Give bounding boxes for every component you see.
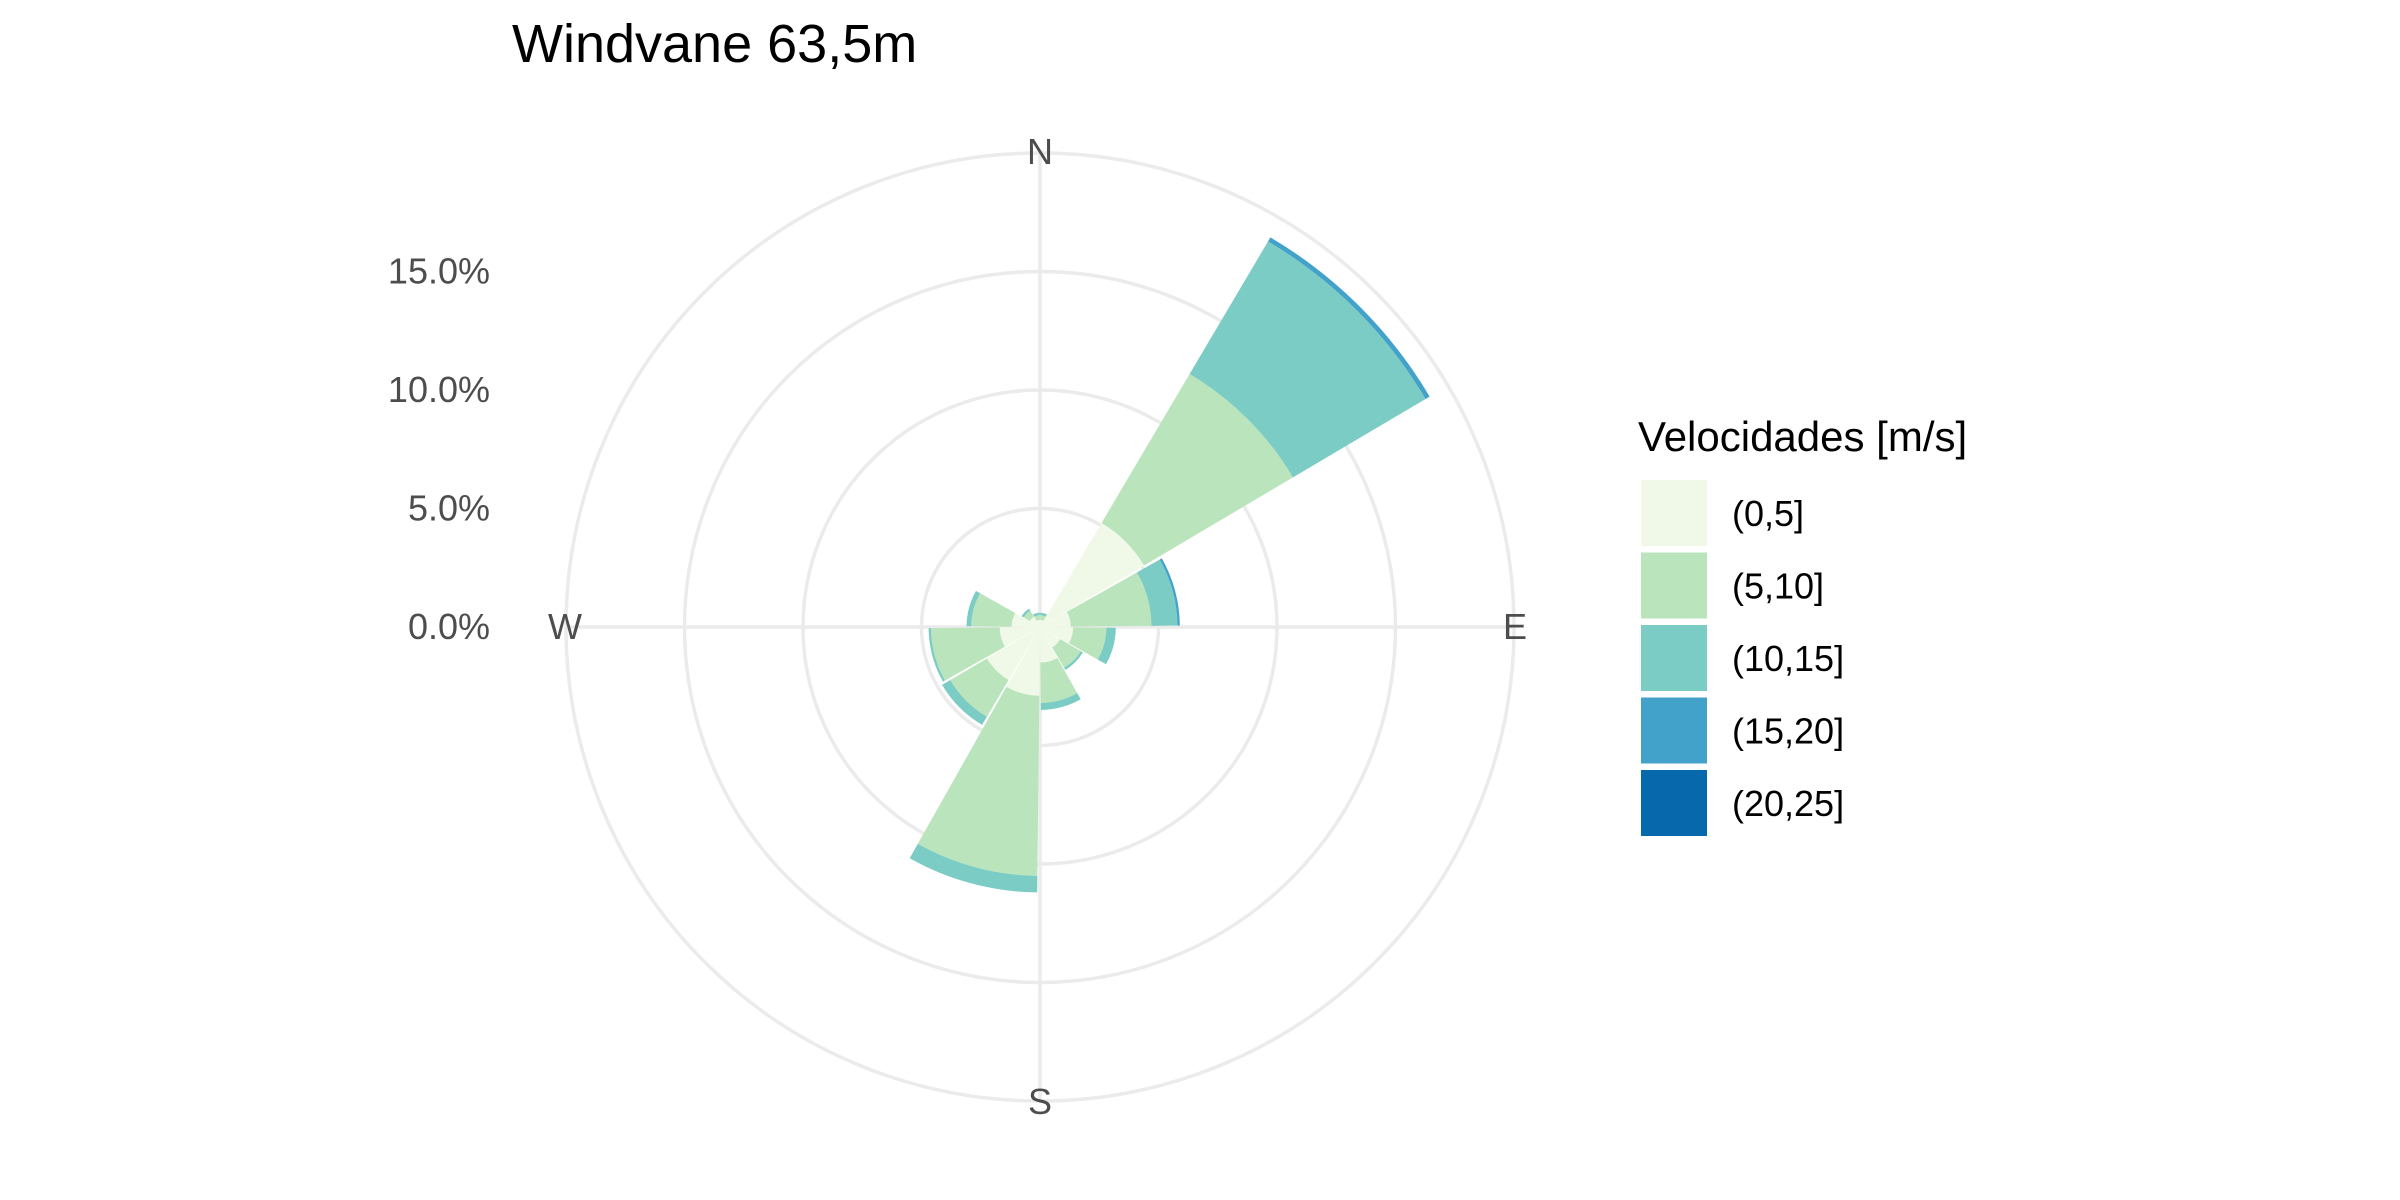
sector-255-(0,5] — [999, 627, 1040, 647]
sector-225-(5,10] — [950, 658, 1009, 717]
legend-label: (15,20] — [1732, 711, 1844, 752]
sector-15-(5,10] — [1040, 615, 1046, 621]
sector-225-(10,15] — [942, 680, 987, 725]
sector-135-(0,5] — [1040, 627, 1061, 648]
wind-sectors — [909, 237, 1430, 893]
legend-label: (0,5] — [1732, 493, 1804, 534]
sector-195-(5,10] — [917, 686, 1040, 876]
sector-135-(5,10] — [1052, 639, 1081, 668]
legend-swatch — [1641, 770, 1707, 836]
sector-165-(10,15] — [1040, 693, 1081, 710]
sector-225-(0,5] — [986, 627, 1040, 681]
legend-swatch — [1641, 697, 1707, 764]
sector-285-(0,5] — [1011, 613, 1040, 627]
sector-195-(10,15] — [909, 843, 1038, 893]
direction-label-n: N — [1027, 131, 1053, 172]
direction-labels: N E S W — [548, 131, 1527, 1122]
sector-75-(5,10] — [1066, 572, 1152, 627]
sector-75-(0,5] — [1040, 611, 1071, 627]
legend-label: (20,25] — [1732, 783, 1844, 824]
sector-345-(0,5] — [1036, 619, 1040, 627]
sector-195-(0,5] — [1006, 627, 1040, 696]
legend-swatch — [1641, 480, 1707, 546]
sector-165-(5,10] — [1040, 657, 1078, 703]
sector-165-(0,5] — [1040, 627, 1058, 663]
radial-tick-labels: 0.0% 5.0% 10.0% 15.0% — [388, 251, 490, 648]
sector-45-(5,10] — [1101, 374, 1293, 566]
legend-swatch — [1641, 625, 1707, 691]
sector-315-(5,10] — [1023, 610, 1034, 621]
sector-105-(10,15] — [1097, 627, 1116, 665]
sector-45-(0,5] — [1040, 522, 1145, 627]
sector-105-(5,10] — [1068, 627, 1107, 660]
legend-swatch — [1641, 552, 1707, 619]
direction-label-s: S — [1028, 1081, 1052, 1122]
chart-title: Windvane 63,5m — [512, 14, 917, 74]
legend-title: Velocidades [m/s] — [1638, 413, 1967, 460]
sector-345-(10,15] — [1033, 612, 1040, 617]
sector-285-(5,10] — [971, 593, 1016, 627]
sector-75-(15,20] — [1159, 558, 1180, 626]
sector-75-(10,15] — [1137, 559, 1178, 626]
direction-label-e: E — [1503, 606, 1527, 647]
radial-tick-label: 0.0% — [408, 606, 490, 647]
sector-15-(10,15] — [1040, 612, 1047, 617]
radial-tick-label: 5.0% — [408, 488, 490, 529]
sector-15-(0,5] — [1040, 619, 1044, 627]
sector-135-(10,15] — [1064, 651, 1083, 670]
sector-255-(5,10] — [930, 627, 1005, 681]
radial-tick-label: 15.0% — [388, 251, 490, 292]
sector-45-(10,15] — [1189, 241, 1426, 478]
direction-label-w: W — [548, 606, 582, 647]
sector-285-(10,15] — [966, 590, 981, 627]
legend-label: (10,15] — [1732, 638, 1844, 679]
sector-315-(0,5] — [1029, 616, 1040, 627]
sector-105-(0,5] — [1040, 627, 1074, 644]
sector-315-(10,15] — [1021, 608, 1031, 618]
legend: Velocidades [m/s] (0,5] (5,10] (10,15] (15,… — [1638, 413, 1967, 836]
sector-345-(5,10] — [1034, 615, 1040, 621]
legend-label: (5,10] — [1732, 566, 1824, 607]
sector-255-(10,15] — [928, 628, 946, 682]
radial-tick-label: 10.0% — [388, 369, 490, 410]
polar-grid — [564, 151, 1516, 1103]
